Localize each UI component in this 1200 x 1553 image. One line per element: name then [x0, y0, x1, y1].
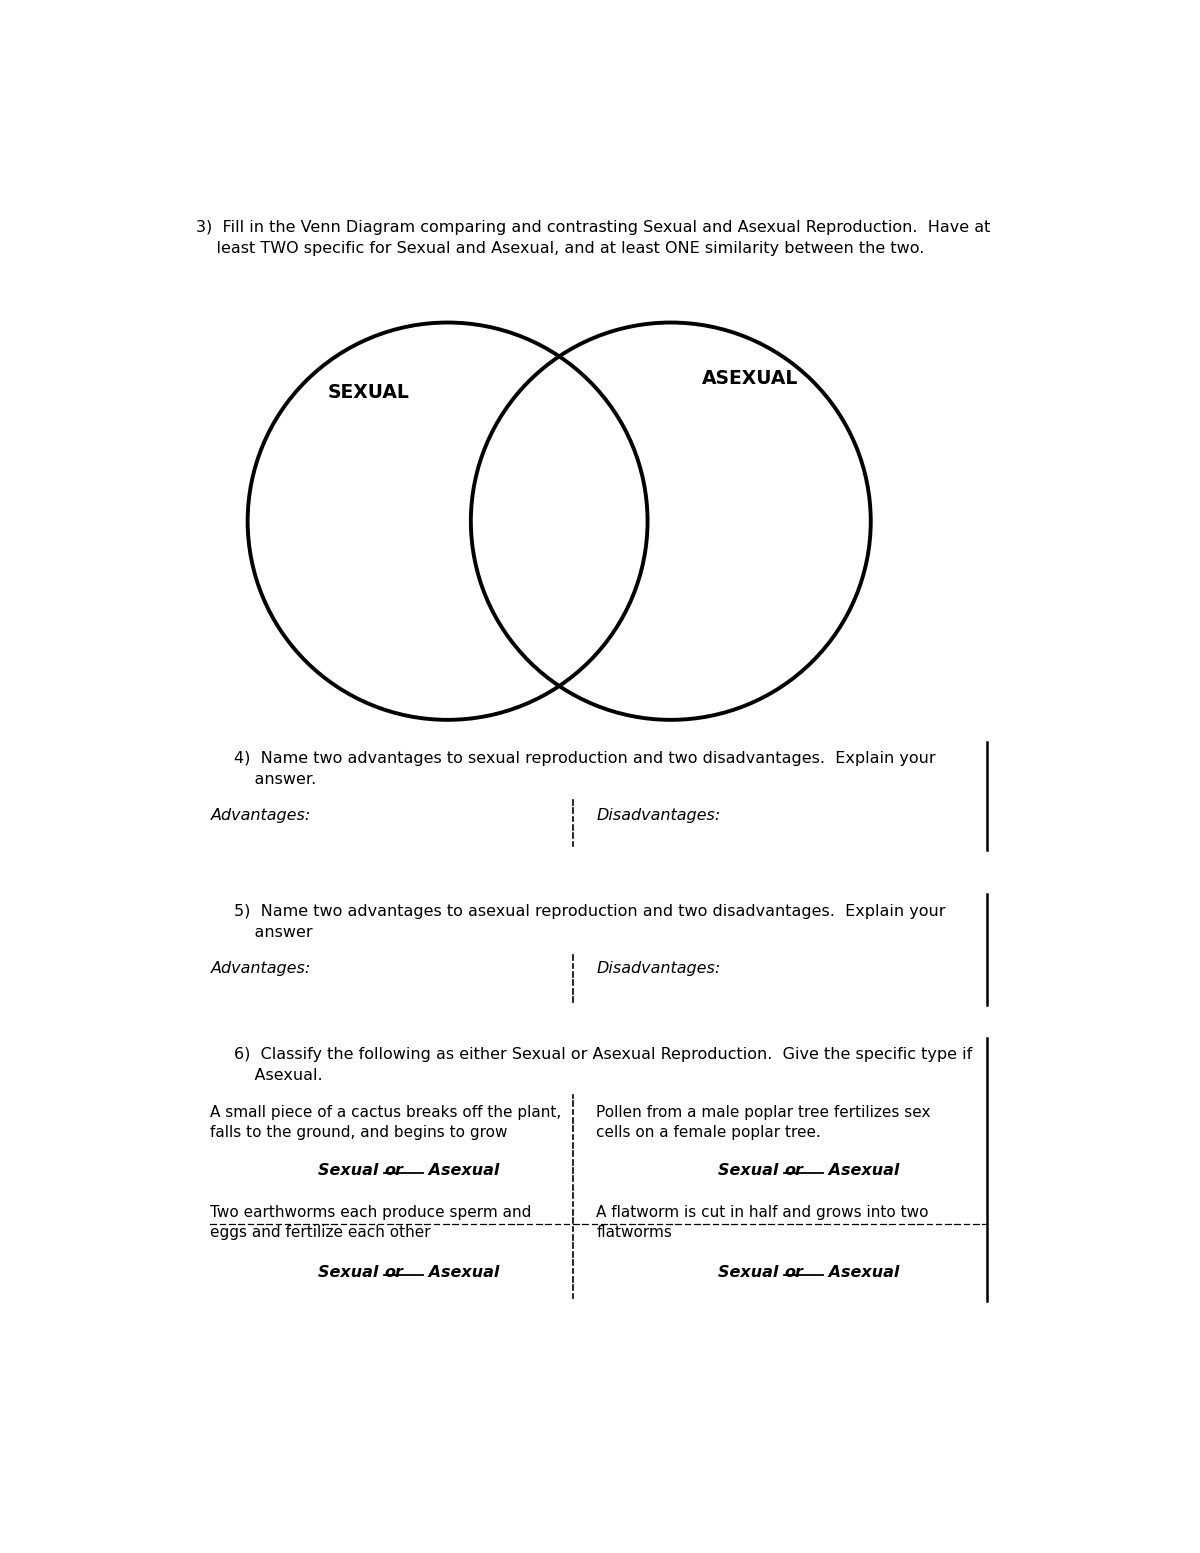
Text: Two earthworms each produce sperm and
eggs and fertilize each other: Two earthworms each produce sperm and eg… [210, 1205, 532, 1239]
Text: 6)  Classify the following as either Sexual or Asexual Reproduction.  Give the s: 6) Classify the following as either Sexu… [234, 1047, 972, 1084]
Text: Disadvantages:: Disadvantages: [596, 961, 721, 977]
Text: or: or [384, 1163, 403, 1179]
Text: SEXUAL: SEXUAL [328, 382, 409, 402]
Text: 4)  Name two advantages to sexual reproduction and two disadvantages.  Explain y: 4) Name two advantages to sexual reprodu… [234, 750, 935, 787]
Text: Asexual: Asexual [424, 1266, 499, 1280]
Text: or: or [785, 1266, 803, 1280]
Text: A flatworm is cut in half and grows into two
flatworms: A flatworm is cut in half and grows into… [596, 1205, 929, 1239]
Text: or: or [384, 1266, 403, 1280]
Text: Sexual: Sexual [719, 1163, 785, 1179]
Text: Advantages:: Advantages: [210, 808, 311, 823]
Text: Sexual: Sexual [318, 1266, 384, 1280]
Text: Sexual: Sexual [719, 1266, 785, 1280]
Text: 3)  Fill in the Venn Diagram comparing and contrasting Sexual and Asexual Reprod: 3) Fill in the Venn Diagram comparing an… [197, 221, 991, 256]
Text: Disadvantages:: Disadvantages: [596, 808, 721, 823]
Text: Asexual: Asexual [823, 1163, 900, 1179]
Text: Sexual: Sexual [318, 1163, 384, 1179]
Text: A small piece of a cactus breaks off the plant,
falls to the ground, and begins : A small piece of a cactus breaks off the… [210, 1104, 562, 1140]
Text: ASEXUAL: ASEXUAL [702, 368, 798, 388]
Text: Asexual: Asexual [424, 1163, 499, 1179]
Text: Advantages:: Advantages: [210, 961, 311, 977]
Text: 5)  Name two advantages to asexual reproduction and two disadvantages.  Explain : 5) Name two advantages to asexual reprod… [234, 904, 946, 940]
Text: Pollen from a male poplar tree fertilizes sex
cells on a female poplar tree.: Pollen from a male poplar tree fertilize… [596, 1104, 931, 1140]
Text: or: or [785, 1163, 803, 1179]
Text: Asexual: Asexual [823, 1266, 900, 1280]
